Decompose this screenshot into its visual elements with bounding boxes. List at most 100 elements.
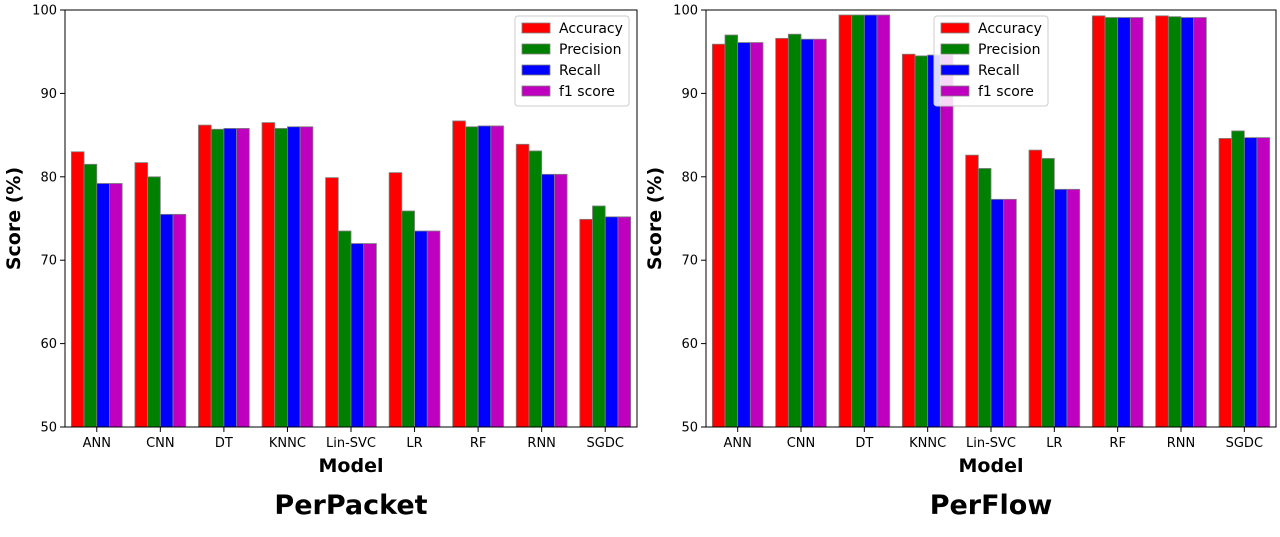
y-tick-label: 60 <box>681 337 698 352</box>
bar-f1-score-ann <box>109 183 123 428</box>
x-tick-label: KNNC <box>909 436 946 451</box>
legend-swatch-precision <box>521 43 551 55</box>
bar-precision-knnc <box>914 55 929 428</box>
bar-recall-sgdc <box>604 216 619 428</box>
x-tick-label: CNN <box>146 436 175 451</box>
y-tick-label: 60 <box>40 337 57 352</box>
legend-frame <box>933 15 1049 107</box>
bar-accuracy-dt <box>838 14 853 428</box>
y-axis-label: Score (%) <box>644 167 666 270</box>
bar-accuracy-ann <box>711 43 726 428</box>
x-tick-label: SGDC <box>1226 436 1263 451</box>
legend-label-precision: Precision <box>978 42 1040 58</box>
series-f1-score <box>109 125 632 428</box>
bar-accuracy-rnn <box>515 143 530 428</box>
bar-f1-score-lin-svc <box>1003 198 1017 428</box>
bar-f1-score-lr <box>426 230 441 428</box>
y-tick-label: 80 <box>681 170 698 185</box>
bar-precision-rf <box>464 126 479 428</box>
legend-label-precision: Precision <box>559 42 621 58</box>
bar-precision-lin-svc <box>337 230 352 428</box>
x-tick-label: RF <box>470 436 487 451</box>
x-tick-label: RF <box>1109 436 1126 451</box>
legend-label-f1-score: f1 score <box>559 84 615 100</box>
x-axis-label: Model <box>959 455 1024 477</box>
legend-swatch-f1-score <box>521 85 551 97</box>
y-tick-label: 50 <box>40 421 57 436</box>
x-tick-label: LR <box>406 436 422 451</box>
bar-recall-cnn <box>159 213 174 428</box>
bar-f1-score-sgdc <box>617 216 632 428</box>
x-tick-label: DT <box>215 436 233 451</box>
bar-f1-score-sgdc <box>1256 137 1271 428</box>
bar-recall-rnn <box>541 173 555 428</box>
bar-recall-ann <box>96 183 110 428</box>
bar-recall-lr <box>414 230 428 428</box>
y-tick-label: 70 <box>681 254 698 269</box>
bar-recall-rnn <box>1180 17 1195 428</box>
bar-accuracy-dt <box>198 124 212 428</box>
y-tick-label: 90 <box>40 87 57 102</box>
bar-precision-rnn <box>528 150 543 428</box>
bar-accuracy-cnn <box>775 37 789 428</box>
bar-recall-knnc <box>287 126 301 428</box>
bar-f1-score-lr <box>1066 188 1081 428</box>
bar-precision-knnc <box>274 128 288 428</box>
bar-precision-lin-svc <box>977 168 992 428</box>
legend-swatch-accuracy <box>940 22 970 34</box>
chart-perpacket: 50 60 70 80 90 100 ANN CNN DT KNNC Lin-SVC LR RF RNN S… <box>3 4 638 521</box>
bar-f1-score-lin-svc <box>363 243 377 428</box>
bar-accuracy-ann <box>70 151 85 428</box>
x-tick-label: RNN <box>1167 436 1195 451</box>
y-tick-label: 100 <box>673 4 698 19</box>
bar-recall-sgdc <box>1243 137 1258 428</box>
legend-swatch-accuracy <box>521 22 551 34</box>
bar-precision-cnn <box>787 33 802 428</box>
x-tick-label: SGDC <box>587 436 624 451</box>
bar-accuracy-rnn <box>1155 15 1169 428</box>
series-accuracy <box>70 120 593 428</box>
bar-accuracy-lr <box>1028 149 1043 428</box>
bar-precision-cnn <box>147 176 161 428</box>
bar-f1-score-knnc <box>299 126 314 428</box>
x-tick-label: DT <box>855 436 873 451</box>
bar-precision-sgdc <box>592 205 606 428</box>
y-tick-label: 90 <box>681 87 698 102</box>
bar-accuracy-sgdc <box>579 218 593 428</box>
bar-accuracy-cnn <box>134 162 149 428</box>
bar-accuracy-lr <box>388 172 403 428</box>
bar-f1-score-ann <box>749 42 764 428</box>
chart-perflow: 50 60 70 80 90 100 ANN CNN DT KNNC Lin-SVC LR RF RNN S… <box>644 4 1277 521</box>
bar-precision-sgdc <box>1231 130 1245 428</box>
x-tick-label: Lin-SVC <box>326 436 376 451</box>
y-axis-label: Score (%) <box>3 167 25 270</box>
legend-label-accuracy: Accuracy <box>559 21 623 37</box>
bar-f1-score-rnn <box>553 173 568 428</box>
legend-label-recall: Recall <box>978 63 1020 79</box>
x-tick-label: ANN <box>83 436 111 451</box>
legend: Accuracy Precision Recall f1 score <box>514 15 630 107</box>
bar-f1-score-dt <box>236 128 250 428</box>
bar-recall-lr <box>1053 188 1068 428</box>
x-tick-label: ANN <box>723 436 751 451</box>
bar-precision-rf <box>1104 17 1119 428</box>
bar-recall-cnn <box>800 38 815 428</box>
bar-recall-ann <box>737 42 751 428</box>
bar-recall-dt <box>863 14 878 428</box>
y-tick-label: 50 <box>681 421 698 436</box>
x-tick-label: LR <box>1046 436 1062 451</box>
bar-f1-score-cnn <box>172 213 187 428</box>
series-f1-score <box>749 14 1271 428</box>
bar-precision-rnn <box>1167 16 1182 428</box>
bar-recall-lin-svc <box>350 243 365 428</box>
legend-swatch-precision <box>940 43 970 55</box>
legend-swatch-recall <box>940 64 970 76</box>
bar-f1-score-dt <box>876 14 891 428</box>
bar-f1-score-rnn <box>1193 17 1207 428</box>
bar-accuracy-rf <box>452 120 466 428</box>
x-tick-label: Lin-SVC <box>966 436 1016 451</box>
bar-precision-lr <box>401 210 415 428</box>
bar-recall-dt <box>223 128 237 428</box>
legend: Accuracy Precision Recall f1 score <box>933 15 1049 107</box>
